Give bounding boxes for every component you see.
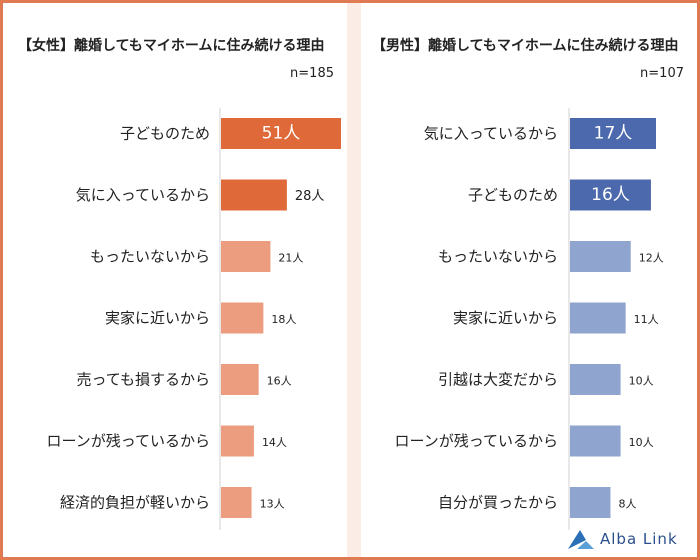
category-label: ローンが残っているから <box>46 432 210 450</box>
bar <box>221 179 287 211</box>
bar <box>221 241 271 272</box>
value-label: 51人 <box>262 124 301 144</box>
male-chart: 【男性】離婚してもマイホームに住み続ける理由 n=107 気に入っているから 17… <box>372 37 684 530</box>
category-label: 引越は大変だから <box>438 371 558 389</box>
bar <box>221 425 254 457</box>
category-label: 売っても損するから <box>76 371 210 389</box>
bar <box>570 302 626 334</box>
value-label: 28人 <box>295 189 325 204</box>
value-label: 21人 <box>278 252 303 265</box>
value-label: 10人 <box>629 375 654 388</box>
chart-title: 【女性】離婚してもマイホームに住み続ける理由 <box>18 37 324 54</box>
alba-link-logo: Alba Link <box>568 529 678 549</box>
bar <box>221 487 252 518</box>
value-label: 12人 <box>639 252 664 265</box>
category-label: もったいないから <box>90 248 210 266</box>
chart-title: 【男性】離婚してもマイホームに住み続ける理由 <box>372 37 678 54</box>
value-label: 10人 <box>629 436 654 449</box>
panel-divider <box>347 3 361 557</box>
value-label: 8人 <box>618 498 636 511</box>
bar <box>570 425 621 457</box>
logo-mark-icon <box>568 530 594 549</box>
bar <box>570 179 651 211</box>
bar <box>221 302 264 334</box>
bar <box>570 364 621 395</box>
sample-size-note: n=107 <box>640 66 684 81</box>
category-label: 自分が買ったから <box>438 494 558 512</box>
bar <box>221 364 259 395</box>
category-label: もったいないから <box>438 248 558 266</box>
value-label: 11人 <box>634 313 659 326</box>
category-label: 実家に近いから <box>453 309 558 327</box>
value-label: 16人 <box>591 185 630 205</box>
category-label: 子どものため <box>468 186 558 204</box>
value-label: 16人 <box>267 375 292 388</box>
bar <box>570 487 611 518</box>
value-label: 13人 <box>260 498 285 511</box>
category-label: 気に入っているから <box>424 125 558 143</box>
sample-size-note: n=185 <box>290 66 334 81</box>
female-chart: 【女性】離婚してもマイホームに住み続ける理由 n=185 子どものため 51人気に… <box>18 37 341 530</box>
value-label: 18人 <box>271 313 296 326</box>
bar <box>570 241 631 272</box>
category-label: ローンが残っているから <box>394 432 558 450</box>
category-label: 気に入っているから <box>76 186 210 204</box>
value-label: 14人 <box>262 436 287 449</box>
bar <box>570 118 656 149</box>
category-label: 実家に近いから <box>105 309 210 327</box>
value-label: 17人 <box>594 124 633 144</box>
category-label: 経済的負担が軽いから <box>60 494 210 512</box>
category-label: 子どものため <box>120 125 210 143</box>
logo-text: Alba Link <box>600 530 678 548</box>
bar <box>221 118 341 149</box>
